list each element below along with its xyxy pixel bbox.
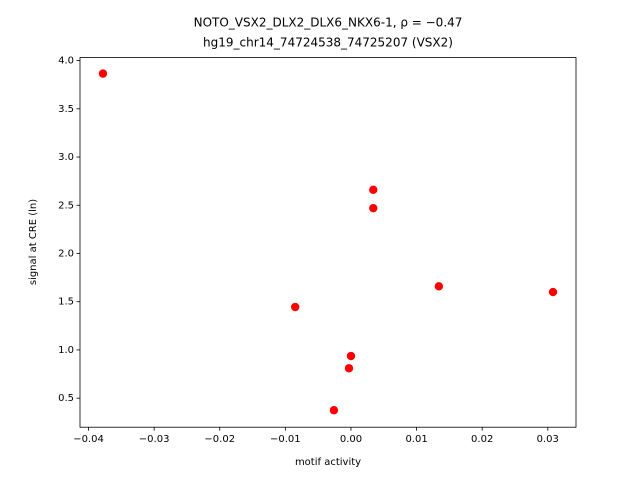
point [98,69,108,78]
y-tick-label: 2.0 [58,248,74,259]
y-tick-label: 3.5 [58,104,74,115]
x-tick-label: 0.01 [405,434,427,445]
y-tick-label: 3.0 [58,152,74,163]
chart-title: NOTO_VSX2_DLX2_DLX6_NKX6-1, ρ = −0.47 [194,16,463,30]
x-tick-label: −0.01 [270,434,301,445]
point [344,364,354,373]
x-axis-label: motif activity [295,457,361,468]
point [548,287,558,297]
x-tick-label: 0.00 [340,434,362,445]
chart-subtitle: hg19_chr14_74724538_74725207 (VSX2) [203,36,453,50]
point [290,302,300,312]
x-tick-label: −0.03 [139,434,170,445]
plot-frame [79,57,577,428]
point [329,406,339,415]
x-tick-label: 0.03 [537,434,559,445]
point [434,282,444,291]
point [346,351,356,361]
y-axis-label: signal at CRE (ln) [28,199,39,285]
point [369,203,378,213]
y-tick-label: 1.0 [58,345,74,356]
x-tick-label: −0.02 [204,434,235,445]
y-tick-label: 4.0 [58,56,74,67]
y-tick-label: 2.5 [58,200,74,211]
y-tick-label: 0.5 [58,393,74,404]
y-tick-label: 1.5 [58,297,74,308]
x-tick-label: 0.02 [471,434,493,445]
x-tick-label: −0.04 [73,434,104,445]
point [369,185,378,195]
